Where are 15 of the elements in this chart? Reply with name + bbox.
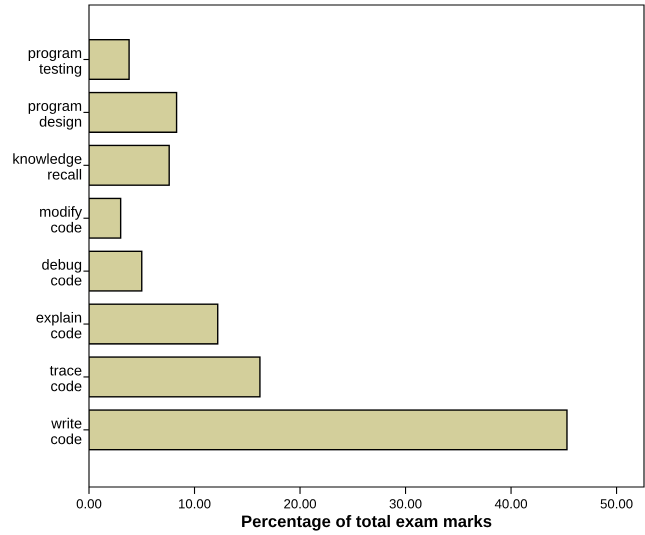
x-tick-label: 0.00 bbox=[76, 499, 102, 508]
y-tick-label: trace code bbox=[50, 366, 82, 392]
y-tick-label: program testing bbox=[28, 50, 82, 77]
x-tick-label: 20.00 bbox=[284, 499, 316, 508]
x-tick-label: 50.00 bbox=[600, 499, 633, 508]
y-tick-label: modify code bbox=[40, 206, 82, 233]
y-tick-label: program design bbox=[28, 103, 82, 130]
y-tick-label: knowledge recall bbox=[13, 153, 82, 180]
y-tick-label: explain code bbox=[36, 312, 82, 338]
x-tick-label: 30.00 bbox=[390, 499, 422, 508]
x-tick-label: 10.00 bbox=[179, 499, 211, 508]
y-tick-label: write code bbox=[51, 418, 82, 444]
x-axis-title: Percentage of total exam marks bbox=[242, 514, 492, 531]
y-tick-label: debug code bbox=[42, 259, 82, 286]
x-tick-label: 40.00 bbox=[494, 499, 528, 508]
